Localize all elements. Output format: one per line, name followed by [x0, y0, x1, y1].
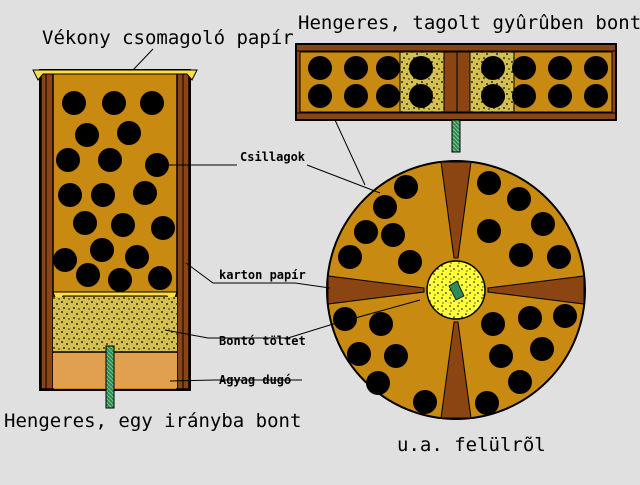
star	[530, 337, 554, 361]
star	[477, 171, 501, 195]
star	[512, 56, 536, 80]
star	[384, 344, 408, 368]
label-one-direction: Hengeres, egy irányba bont	[4, 410, 301, 432]
label-top-view: u.a. felülrõl	[397, 434, 546, 456]
star	[344, 56, 368, 80]
star	[481, 56, 505, 80]
star	[531, 212, 555, 236]
star	[102, 91, 126, 115]
star	[507, 187, 531, 211]
star	[518, 306, 542, 330]
leader-csillagok-right	[307, 165, 380, 193]
star	[308, 84, 332, 108]
star	[409, 56, 433, 80]
star	[62, 91, 86, 115]
leader-paper	[133, 49, 153, 70]
star	[354, 220, 378, 244]
star	[548, 84, 572, 108]
leader-csillagok-top	[335, 120, 365, 185]
label-clay-plug: Agyag dugó	[219, 373, 291, 387]
star	[547, 245, 571, 269]
star	[151, 216, 175, 240]
star	[584, 84, 608, 108]
star	[553, 304, 577, 328]
star	[413, 390, 437, 414]
ring-fuse	[452, 120, 460, 152]
star	[148, 266, 172, 290]
top-view-shell	[327, 161, 585, 419]
star	[125, 245, 149, 269]
star	[489, 344, 513, 368]
label-stars: Csillagok	[240, 150, 306, 164]
label-thin-paper: Vékony csomagoló papír	[42, 27, 294, 49]
star	[376, 56, 400, 80]
star	[90, 238, 114, 262]
star	[512, 84, 536, 108]
star	[56, 148, 80, 172]
star	[481, 312, 505, 336]
star	[475, 391, 499, 415]
star	[76, 263, 100, 287]
label-ring-shell: Hengeres, tagolt gyûrûben bont	[298, 12, 640, 34]
star	[373, 195, 397, 219]
ring-section-shell	[296, 44, 616, 152]
star	[133, 181, 157, 205]
side-view-shell	[33, 70, 197, 408]
star	[376, 84, 400, 108]
star	[338, 245, 362, 269]
star	[117, 121, 141, 145]
star	[98, 148, 122, 172]
clay-plug	[53, 353, 177, 388]
label-cardboard: karton papír	[219, 268, 306, 282]
star	[508, 370, 532, 394]
label-burst-charge: Bontó töltet	[219, 334, 306, 348]
fuse	[106, 346, 114, 408]
star	[584, 56, 608, 80]
star	[369, 312, 393, 336]
star	[111, 213, 135, 237]
star	[344, 84, 368, 108]
star	[140, 91, 164, 115]
star	[398, 250, 422, 274]
star	[394, 175, 418, 199]
star	[481, 84, 505, 108]
star	[308, 56, 332, 80]
star	[409, 84, 433, 108]
star	[58, 183, 82, 207]
star	[477, 219, 501, 243]
star	[509, 243, 533, 267]
star	[548, 56, 572, 80]
side-shell-left-wall	[41, 72, 53, 389]
star	[347, 342, 371, 366]
star	[366, 371, 390, 395]
burst-charge	[53, 297, 177, 352]
star	[381, 223, 405, 247]
star	[108, 268, 132, 292]
star	[53, 248, 77, 272]
star	[73, 211, 97, 235]
star	[75, 123, 99, 147]
star	[91, 183, 115, 207]
